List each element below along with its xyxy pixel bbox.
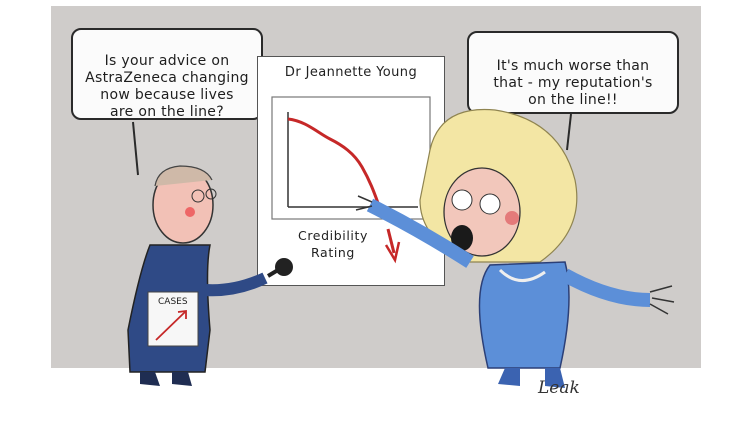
credibility-trend-line: [287, 117, 380, 204]
reporter-speech-text: Is your advice on AstraZeneca changing n…: [85, 53, 249, 120]
official-speech-text: It's much worse than that - my reputatio…: [493, 58, 653, 108]
reporter-figure: CASES: [127, 121, 293, 386]
official-figure: [355, 108, 675, 388]
cases-placard: [147, 291, 199, 347]
artist-signature: Leak: [538, 378, 580, 398]
official-mouth: [451, 225, 473, 251]
down-arrow-head: [384, 241, 401, 264]
credibility-board: Dr Jeannette Young Credibility Rating: [257, 56, 445, 286]
placard-label: CASES: [158, 297, 188, 307]
down-arrow-shaft: [386, 228, 396, 254]
credibility-chart: [271, 96, 431, 264]
board-title: Dr Jeannette Young: [284, 65, 418, 80]
official-speech-bubble: It's much worse than that - my reputatio…: [467, 31, 679, 114]
microphone: [275, 258, 293, 276]
reporter-speech-bubble: Is your advice on AstraZeneca changing n…: [71, 28, 263, 120]
credibility-rating-label: Credibility Rating: [298, 228, 368, 260]
